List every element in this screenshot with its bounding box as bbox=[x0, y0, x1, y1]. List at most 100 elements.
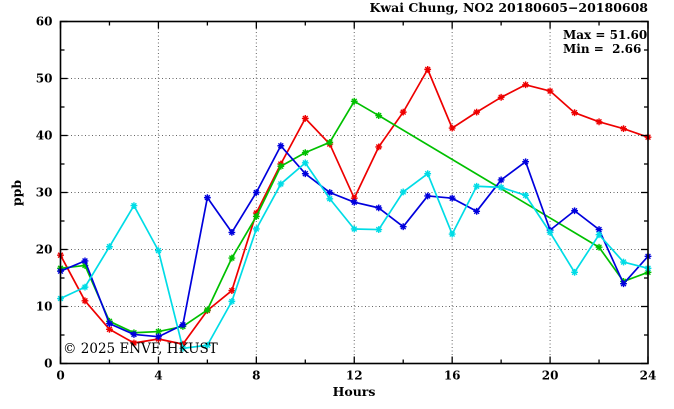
series-blue-marker bbox=[399, 223, 407, 231]
series-green-marker bbox=[595, 243, 603, 251]
x-tick-label: 24 bbox=[640, 369, 657, 383]
series-cyan-marker bbox=[179, 344, 187, 352]
series-cyan-marker bbox=[399, 188, 407, 196]
series-red-marker bbox=[350, 194, 358, 202]
series-cyan-marker bbox=[350, 225, 358, 233]
series-blue-marker bbox=[81, 257, 89, 265]
series-cyan-marker bbox=[130, 202, 138, 210]
series-red-marker bbox=[228, 287, 236, 294]
x-tick-label: 8 bbox=[252, 369, 260, 383]
series-cyan-marker bbox=[326, 195, 334, 203]
series-red-marker bbox=[81, 297, 89, 305]
series-blue-marker bbox=[571, 207, 578, 215]
x-tick-label: 0 bbox=[56, 369, 64, 383]
series-red-marker bbox=[106, 325, 113, 333]
series-cyan-marker bbox=[301, 159, 309, 167]
series-red-marker bbox=[497, 93, 505, 101]
series-red-marker bbox=[130, 339, 138, 347]
series-blue-marker bbox=[252, 189, 260, 196]
series-red-marker bbox=[252, 209, 260, 217]
x-tick-label: 12 bbox=[346, 369, 363, 383]
series-cyan-marker bbox=[106, 243, 113, 251]
min-annotation: Min = 2.66 bbox=[563, 42, 641, 56]
series-cyan-marker bbox=[595, 231, 603, 239]
series-layer bbox=[57, 65, 652, 352]
grid-layer bbox=[60, 21, 648, 364]
series-blue-marker bbox=[448, 194, 456, 202]
series-blue-marker bbox=[595, 226, 603, 233]
series-blue-marker bbox=[203, 194, 211, 202]
series-cyan-marker bbox=[155, 247, 162, 255]
y-tick-label: 60 bbox=[36, 15, 53, 29]
series-cyan-marker bbox=[277, 180, 285, 188]
series-red-marker bbox=[522, 81, 530, 89]
series-red-marker bbox=[399, 108, 407, 116]
series-cyan-marker bbox=[571, 268, 578, 276]
series-green-marker bbox=[375, 112, 383, 119]
series-red-marker bbox=[179, 340, 187, 348]
series-green-marker bbox=[155, 328, 162, 335]
series-blue-marker bbox=[301, 170, 309, 178]
series-cyan-marker bbox=[473, 182, 481, 190]
series-blue-marker bbox=[326, 189, 334, 196]
series-red-marker bbox=[424, 65, 432, 73]
series-cyan-marker bbox=[497, 183, 505, 191]
x-tick-label: 16 bbox=[444, 369, 461, 383]
series-red-marker bbox=[301, 115, 309, 122]
series-green-marker bbox=[81, 262, 89, 269]
series-cyan-marker bbox=[424, 170, 432, 178]
series-green-marker bbox=[350, 97, 358, 105]
series-cyan-marker bbox=[522, 191, 530, 199]
series-blue-marker bbox=[424, 192, 432, 200]
series-blue-marker bbox=[179, 321, 187, 329]
series-blue-marker bbox=[350, 198, 358, 206]
series-green-marker bbox=[277, 162, 285, 170]
series-blue-marker bbox=[473, 207, 481, 215]
series-cyan-marker bbox=[81, 283, 89, 291]
series-red-marker bbox=[375, 143, 383, 151]
y-tick-label: 50 bbox=[36, 72, 53, 86]
series-cyan-marker bbox=[375, 226, 383, 233]
series-red-marker bbox=[546, 87, 554, 95]
series-green-marker bbox=[252, 213, 260, 220]
y-tick-label: 20 bbox=[36, 243, 53, 257]
y-axis-label: ppb bbox=[9, 180, 24, 206]
y-tick-label: 30 bbox=[36, 186, 53, 200]
y-tick-label: 0 bbox=[44, 357, 52, 371]
y-tick-label: 40 bbox=[36, 129, 53, 143]
series-blue-line bbox=[60, 144, 649, 338]
series-blue-marker bbox=[277, 142, 285, 150]
series-blue-marker bbox=[375, 204, 383, 212]
tick-label-layer: 0 4 8 12 16 20 24 0 10 20 30 40 50 60 bbox=[36, 15, 657, 383]
series-blue-marker bbox=[497, 176, 505, 184]
series-blue-marker bbox=[620, 280, 627, 288]
max-annotation: Max = 51.60 bbox=[563, 28, 647, 42]
series-green-marker bbox=[326, 138, 334, 146]
chart-title: Kwai Chung, NO2 20180605−20180608 bbox=[370, 0, 649, 15]
series-blue-marker bbox=[228, 229, 236, 236]
series-red-marker bbox=[620, 125, 627, 133]
series-red-marker bbox=[571, 109, 578, 117]
series-cyan-marker bbox=[203, 341, 211, 349]
x-tick-label: 4 bbox=[154, 369, 162, 383]
series-cyan-marker bbox=[620, 258, 627, 266]
series-green-marker bbox=[301, 149, 309, 156]
series-green-marker bbox=[228, 254, 236, 262]
y-tick-label: 10 bbox=[36, 300, 53, 314]
series-red-marker bbox=[595, 118, 603, 126]
x-tick-label: 20 bbox=[542, 369, 559, 383]
x-axis-label: Hours bbox=[333, 384, 376, 399]
series-blue-marker bbox=[106, 320, 113, 327]
series-green-marker bbox=[203, 306, 211, 314]
series-red-line bbox=[59, 68, 649, 345]
series-blue-marker bbox=[155, 333, 162, 341]
series-cyan-line bbox=[60, 162, 649, 350]
series-cyan-marker bbox=[546, 229, 554, 236]
series-cyan-marker bbox=[448, 230, 456, 238]
series-cyan-marker bbox=[252, 225, 260, 233]
axis-layer bbox=[59, 20, 649, 365]
series-red-marker bbox=[473, 108, 481, 116]
series-blue-marker bbox=[130, 331, 138, 338]
